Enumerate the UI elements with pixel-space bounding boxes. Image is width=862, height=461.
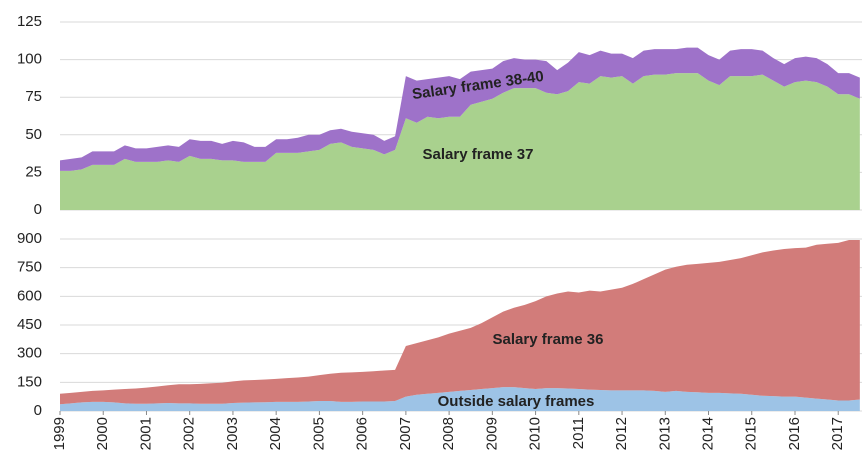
x-tick-label: 1999 (51, 417, 68, 450)
x-tick-label: 2003 (224, 417, 241, 450)
x-tick-label: 2012 (613, 417, 630, 450)
x-tick-label: 2015 (743, 417, 760, 450)
y-tick-label: 25 (25, 163, 42, 180)
y-tick-label: 750 (17, 259, 42, 276)
y-tick-label: 0 (34, 402, 42, 419)
x-tick-label: 2004 (267, 417, 284, 450)
x-tick-label: 2013 (656, 417, 673, 450)
area (60, 73, 860, 210)
x-tick-label: 2009 (483, 417, 500, 450)
y-tick-label: 125 (17, 13, 42, 30)
area (60, 239, 860, 405)
x-tick-label: 2016 (786, 417, 803, 450)
y-tick-label: 0 (34, 201, 42, 218)
y-tick-label: 100 (17, 51, 42, 68)
x-tick-label: 2005 (310, 417, 327, 450)
x-tick-label: 2017 (829, 417, 846, 450)
x-tick-label: 2006 (354, 417, 371, 450)
y-tick-label: 900 (17, 230, 42, 247)
x-tick-label: 2014 (699, 417, 716, 450)
x-tick-label: 2011 (570, 417, 587, 449)
x-tick-label: 2010 (527, 417, 544, 450)
y-tick-label: 50 (25, 126, 42, 143)
x-tick-label: 2007 (397, 417, 414, 450)
y-tick-label: 150 (17, 373, 42, 390)
series-label: Salary frame 37 (423, 146, 534, 163)
series-label: Salary frame 36 (493, 331, 604, 348)
y-tick-label: 600 (17, 287, 42, 304)
y-tick-label: 300 (17, 345, 42, 362)
y-tick-label: 450 (17, 316, 42, 333)
x-tick-label: 2000 (94, 417, 111, 450)
x-tick-label: 2001 (137, 417, 154, 450)
x-tick-label: 2002 (181, 417, 198, 450)
x-tick-label: 2008 (440, 417, 457, 450)
area (60, 387, 860, 411)
area (60, 47, 860, 171)
series-label: Outside salary frames (438, 393, 595, 410)
y-tick-label: 75 (25, 88, 42, 105)
